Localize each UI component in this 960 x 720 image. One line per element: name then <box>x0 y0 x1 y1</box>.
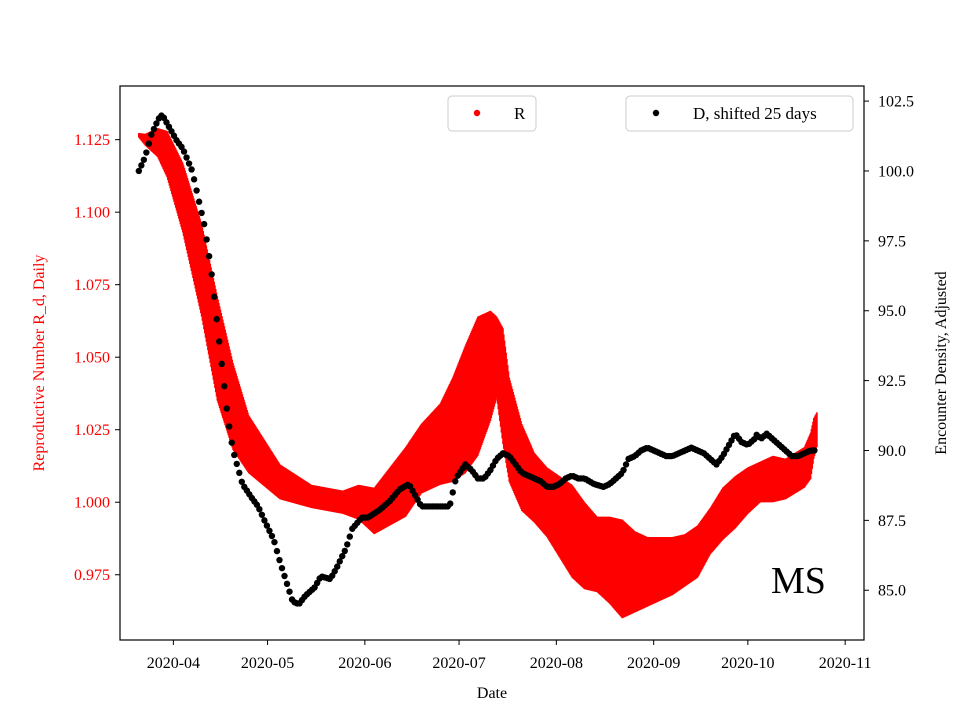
d-point <box>223 405 230 412</box>
d-point <box>278 564 286 572</box>
left-tick-label: 1.000 <box>74 495 110 512</box>
d-point <box>263 522 271 529</box>
d-point <box>195 198 203 205</box>
legend-d-label: D, shifted 25 days <box>693 104 817 123</box>
x-axis-ticks: 2020-04 2020-05 2020-06 2020-07 2020-08 2020-… <box>147 640 872 672</box>
x-tick-label: 2020-10 <box>721 655 774 672</box>
series-d-points <box>135 112 818 607</box>
x-tick-label: 2020-06 <box>338 655 391 672</box>
d-point <box>268 532 276 540</box>
x-axis-title: Date <box>477 685 507 702</box>
d-point <box>183 154 190 161</box>
d-point <box>449 489 456 496</box>
right-tick-label: 102.5 <box>878 94 914 111</box>
x-tick-label: 2020-05 <box>241 655 294 672</box>
d-point <box>180 148 188 155</box>
left-axis-ticks: 0.975 1.000 1.025 1.050 1.075 1.100 1.125 <box>74 132 120 584</box>
d-point <box>281 572 288 580</box>
d-point <box>208 271 215 278</box>
d-point <box>148 131 155 138</box>
legend-d-marker <box>652 109 660 117</box>
d-point <box>205 253 213 260</box>
d-point <box>273 547 281 555</box>
d-point <box>341 547 348 555</box>
d-point <box>233 460 240 468</box>
d-point <box>258 511 266 518</box>
right-tick-label: 95.0 <box>878 303 906 320</box>
d-point <box>153 120 160 127</box>
x-tick-label: 2020-09 <box>627 655 680 672</box>
d-point <box>261 517 268 524</box>
left-tick-label: 1.125 <box>74 132 110 149</box>
right-axis-ticks: 85.0 87.5 90.0 92.5 95.0 97.5 100.0 102.5 <box>864 94 914 600</box>
series-r-band <box>138 128 818 619</box>
d-point <box>145 140 153 147</box>
d-point <box>218 360 225 368</box>
d-point <box>447 500 454 507</box>
x-tick-label: 2020-08 <box>530 655 583 672</box>
d-point <box>190 176 198 183</box>
d-point <box>213 315 220 323</box>
x-tick-label: 2020-11 <box>819 655 872 672</box>
d-point <box>238 478 245 485</box>
d-point <box>334 563 341 570</box>
d-point <box>256 505 263 513</box>
d-point <box>143 149 150 156</box>
d-point <box>210 293 218 300</box>
legend-r-label: R <box>514 104 526 123</box>
d-point <box>140 156 148 163</box>
d-point <box>276 556 283 564</box>
left-tick-label: 1.075 <box>74 277 110 294</box>
right-tick-label: 85.0 <box>878 583 906 600</box>
legend-d: D, shifted 25 days <box>625 95 854 132</box>
d-point <box>200 220 208 228</box>
right-tick-label: 92.5 <box>878 373 906 390</box>
d-point <box>185 160 193 167</box>
left-tick-label: 1.025 <box>74 422 110 439</box>
d-point <box>622 461 630 468</box>
d-point <box>286 588 293 595</box>
right-tick-label: 87.5 <box>878 513 906 530</box>
state-label: MS <box>771 560 826 602</box>
d-point <box>811 447 818 454</box>
legend-r: R <box>447 95 537 132</box>
d-point <box>150 125 158 133</box>
x-tick-label: 2020-07 <box>432 655 485 672</box>
d-point <box>452 478 459 485</box>
left-tick-label: 0.975 <box>74 567 110 584</box>
legend-d-box <box>625 95 854 132</box>
left-tick-label: 1.100 <box>74 205 110 222</box>
d-point <box>271 538 278 546</box>
legend-r-box <box>447 95 537 132</box>
d-point <box>266 527 273 534</box>
d-point <box>216 338 223 345</box>
right-tick-label: 90.0 <box>878 443 906 460</box>
d-point <box>198 209 205 217</box>
legend-r-marker <box>473 109 481 117</box>
d-point <box>193 187 200 194</box>
d-point <box>339 552 346 560</box>
left-axis-title: Reproductive Number R_d, Daily <box>31 255 48 472</box>
plot-frame <box>119 85 865 641</box>
right-tick-label: 100.0 <box>878 163 914 180</box>
d-point <box>188 166 195 173</box>
right-axis-title: Encounter Density, Adjusted <box>933 271 950 454</box>
d-point <box>346 533 353 540</box>
d-point <box>620 466 627 474</box>
d-point <box>236 469 243 477</box>
x-tick-label: 2020-04 <box>147 655 200 672</box>
d-point <box>138 162 145 169</box>
d-point <box>226 423 233 430</box>
d-point <box>221 383 228 390</box>
d-point <box>283 580 291 588</box>
d-point <box>135 167 143 175</box>
d-point <box>203 236 210 243</box>
right-tick-label: 97.5 <box>878 233 906 250</box>
left-tick-label: 1.050 <box>74 350 110 367</box>
d-point <box>336 558 343 565</box>
d-point <box>344 541 351 548</box>
d-point <box>231 451 238 459</box>
d-point <box>228 439 235 446</box>
